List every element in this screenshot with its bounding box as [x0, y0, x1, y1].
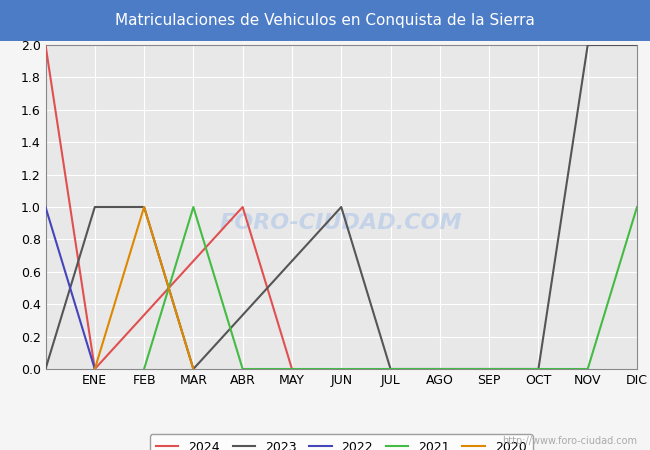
Text: http://www.foro-ciudad.com: http://www.foro-ciudad.com: [502, 436, 637, 446]
Legend: 2024, 2023, 2022, 2021, 2020: 2024, 2023, 2022, 2021, 2020: [150, 434, 533, 450]
Text: FORO-CIUDAD.COM: FORO-CIUDAD.COM: [220, 213, 463, 233]
Text: Matriculaciones de Vehiculos en Conquista de la Sierra: Matriculaciones de Vehiculos en Conquist…: [115, 13, 535, 28]
